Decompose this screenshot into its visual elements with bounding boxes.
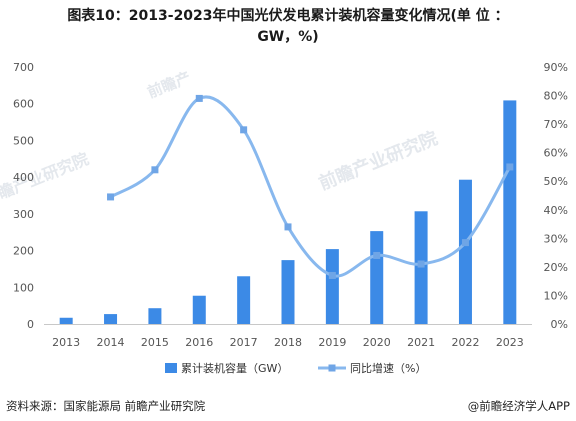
y-right-tick-label: 70%: [544, 118, 568, 131]
growth-rate-marker: [373, 251, 381, 259]
legend-line-label: 同比增速（%）: [350, 361, 426, 375]
y-right-tick-label: 60%: [544, 147, 568, 160]
x-tick-label: 2015: [141, 336, 169, 349]
title-line-2: GW，%): [257, 29, 319, 45]
y-left-tick-label: 300: [13, 208, 34, 221]
y-right-tick-label: 10%: [544, 289, 568, 302]
y-right-tick-label: 80%: [544, 90, 568, 103]
bar: [59, 317, 73, 324]
x-tick-label: 2017: [230, 336, 258, 349]
x-tick-label: 2018: [274, 336, 302, 349]
bar: [458, 179, 472, 324]
y-right-tick-label: 40%: [544, 204, 568, 217]
y-right-tick-label: 30%: [544, 232, 568, 245]
x-tick-label: 2019: [318, 336, 346, 349]
brand-credit: @前瞻经济学人APP: [467, 399, 570, 413]
growth-rate-line: [109, 95, 512, 278]
watermark-text: 前瞻产: [145, 68, 193, 102]
bar: [104, 314, 118, 324]
line-layer: [107, 94, 514, 279]
x-tick-label: 2023: [496, 336, 524, 349]
bar: [192, 295, 206, 324]
growth-rate-marker: [284, 223, 292, 231]
y-left-tick-label: 500: [13, 134, 34, 147]
growth-rate-marker: [195, 94, 203, 102]
title-line-1: 图表10：2013-2023年中国光伏发电累计装机容量变化情况(单 位 ：: [67, 8, 509, 24]
x-tick-label: 2013: [52, 336, 80, 349]
axes-layer: 2013 2014 2015 2016 2017 2018 2019 2020 2021 2022…: [13, 61, 568, 349]
growth-rate-marker: [506, 163, 514, 171]
y-left-tick-label: 700: [13, 61, 34, 74]
bars-layer: [59, 100, 517, 324]
growth-rate-marker: [461, 239, 469, 247]
bar: [237, 276, 251, 324]
source-note: 资料来源：国家能源局 前瞻产业研究院: [6, 399, 206, 413]
legend-bar-swatch: [165, 363, 177, 373]
y-left-tick-label: 600: [13, 98, 34, 111]
x-tick-label: 2014: [97, 336, 125, 349]
bar: [325, 249, 339, 324]
y-right-tick-label: 90%: [544, 61, 568, 74]
y-left-tick-label: 100: [13, 281, 34, 294]
bar: [414, 211, 428, 324]
legend-bar-label: 累计装机容量（GW）: [181, 361, 288, 375]
bar: [503, 100, 517, 324]
bar: [370, 231, 384, 324]
bar: [281, 260, 295, 324]
y-left-tick-label: 400: [13, 171, 34, 184]
y-right-tick-label: 20%: [544, 261, 568, 274]
growth-rate-marker: [417, 260, 425, 268]
legend: 累计装机容量（GW） 同比增速（%）: [165, 361, 426, 375]
watermark-text: 前瞻产业研究院: [316, 127, 441, 195]
y-right-tick-label: 0%: [551, 318, 568, 331]
chart-title: 图表10：2013-2023年中国光伏发电累计装机容量变化情况(单 位 ： GW…: [0, 6, 576, 48]
growth-rate-marker: [240, 126, 248, 134]
bar: [148, 308, 162, 324]
x-tick-label: 2016: [185, 336, 213, 349]
growth-rate-marker: [151, 166, 159, 174]
growth-rate-marker: [107, 193, 115, 201]
legend-line-marker: [328, 364, 336, 372]
y-left-tick-label: 0: [27, 318, 34, 331]
growth-rate-marker: [328, 271, 336, 279]
x-tick-label: 2022: [451, 336, 479, 349]
y-left-tick-label: 200: [13, 245, 34, 258]
y-right-tick-label: 50%: [544, 175, 568, 188]
x-tick-label: 2020: [363, 336, 391, 349]
x-tick-label: 2021: [407, 336, 435, 349]
